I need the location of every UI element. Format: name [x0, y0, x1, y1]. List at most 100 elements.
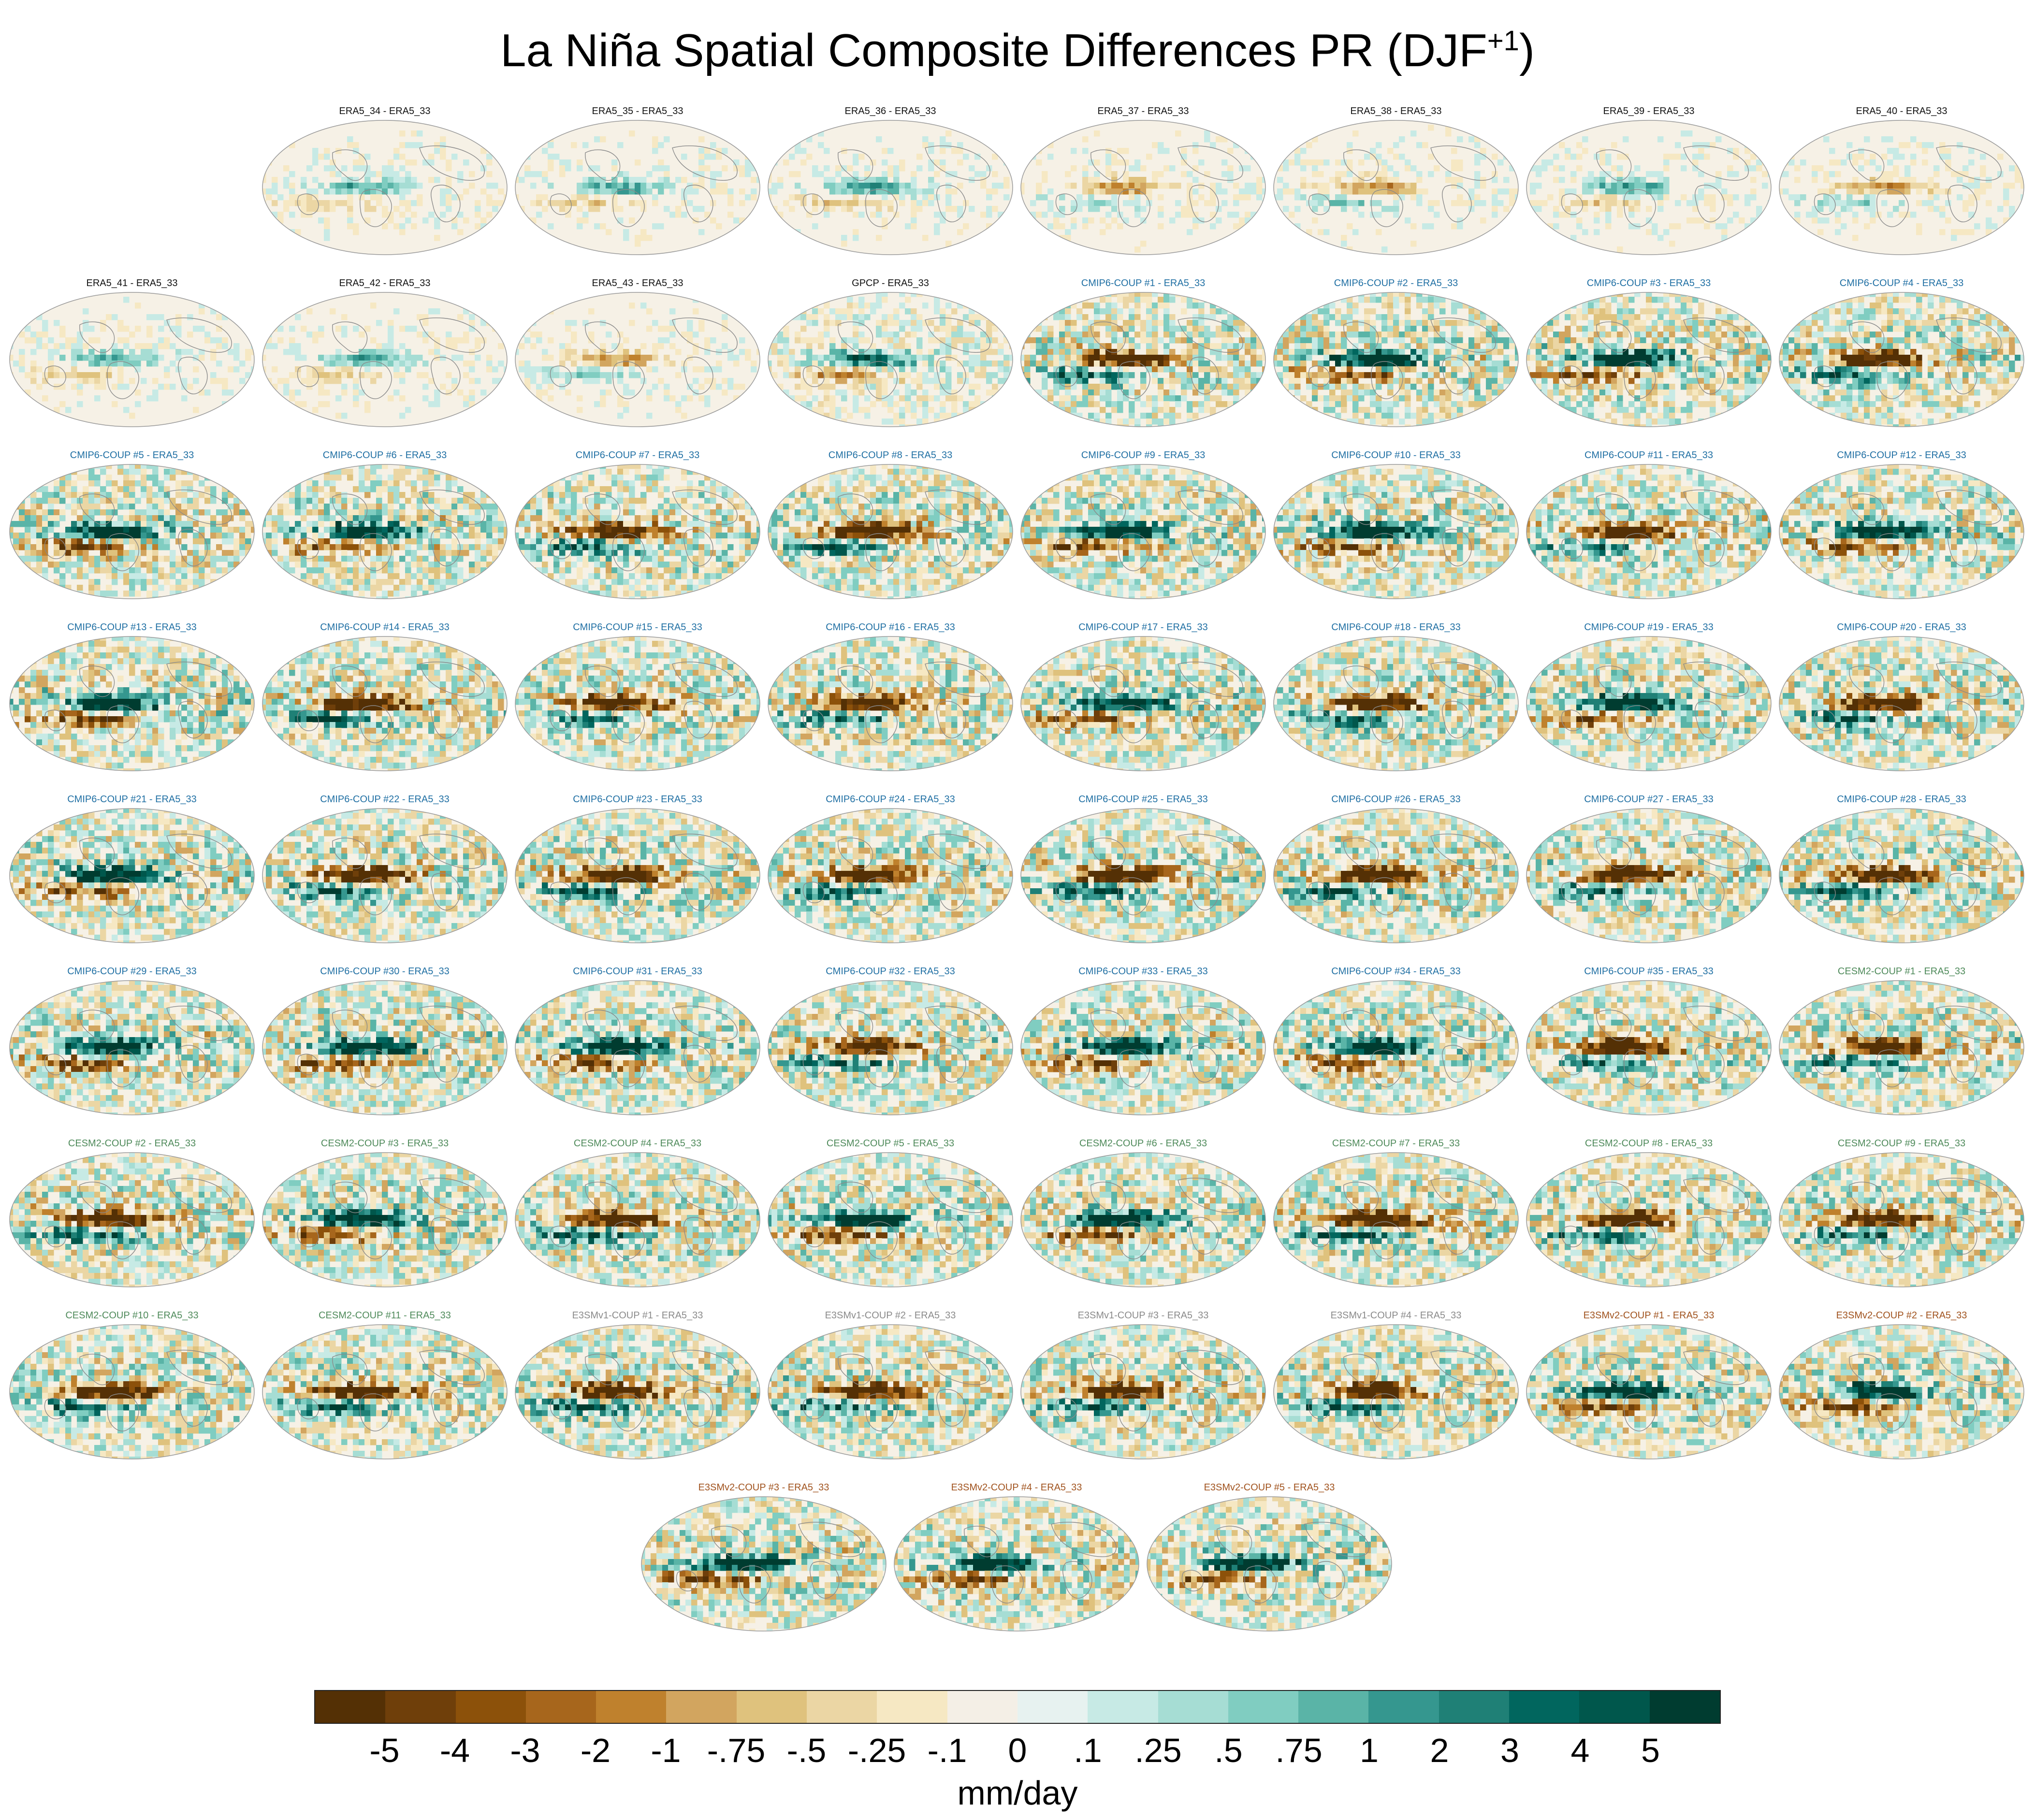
- map-panel: ERA5_38 - ERA5_33: [1271, 104, 1521, 257]
- composite-map: [9, 292, 255, 427]
- map-panel: CMIP6-COUP #9 - ERA5_33: [1018, 448, 1268, 601]
- panel-label: E3SMv2-COUP #3 - ERA5_33: [639, 1481, 888, 1494]
- composite-map: [1273, 1324, 1519, 1459]
- panel-label: CMIP6-COUP #3 - ERA5_33: [1524, 276, 1773, 290]
- composite-map: [1779, 120, 2024, 255]
- composite-map: [262, 120, 508, 255]
- map-panel: CESM2-COUP #5 - ERA5_33: [766, 1137, 1015, 1289]
- panel-label: CESM2-COUP #6 - ERA5_33: [1018, 1137, 1268, 1150]
- colorbar-tick-label: 3: [1471, 1731, 1549, 1770]
- composite-map: [9, 464, 255, 599]
- colorbar-swatch: [315, 1691, 386, 1723]
- composite-map: [1273, 292, 1519, 427]
- composite-map: [262, 980, 508, 1115]
- map-panel: ERA5_40 - ERA5_33: [1777, 104, 2026, 257]
- panel-label: CMIP6-COUP #31 - ERA5_33: [513, 965, 762, 978]
- map-panel: E3SMv2-COUP #1 - ERA5_33: [1524, 1309, 1773, 1461]
- colorbar: [314, 1690, 1721, 1724]
- composite-map: [1020, 292, 1266, 427]
- composite-map: [1526, 1152, 1772, 1287]
- colorbar-tick-label: -.75: [698, 1731, 775, 1770]
- panel-label: CMIP6-COUP #34 - ERA5_33: [1271, 965, 1521, 978]
- map-panel: CMIP6-COUP #24 - ERA5_33: [766, 793, 1015, 945]
- colorbar-swatch: [1649, 1691, 1720, 1723]
- map-panel: CMIP6-COUP #11 - ERA5_33: [1524, 448, 1773, 601]
- panel-label: CMIP6-COUP #11 - ERA5_33: [1524, 448, 1773, 462]
- composite-map: [515, 464, 760, 599]
- colorbar-tick-label: 0: [979, 1731, 1056, 1770]
- composite-map: [262, 636, 508, 771]
- panel-label: CMIP6-COUP #21 - ERA5_33: [7, 793, 257, 806]
- composite-map: [1273, 636, 1519, 771]
- composite-map: [9, 808, 255, 943]
- panel-label: ERA5_37 - ERA5_33: [1018, 104, 1268, 118]
- panel-label: CMIP6-COUP #24 - ERA5_33: [766, 793, 1015, 806]
- panel-label: CESM2-COUP #2 - ERA5_33: [7, 1137, 257, 1150]
- panel-label: CMIP6-COUP #17 - ERA5_33: [1018, 621, 1268, 634]
- colorbar-swatch: [1088, 1691, 1158, 1723]
- panel-label: ERA5_34 - ERA5_33: [260, 104, 509, 118]
- panel-label: CESM2-COUP #9 - ERA5_33: [1777, 1137, 2026, 1150]
- colorbar-swatch: [807, 1691, 877, 1723]
- composite-map: [1779, 808, 2024, 943]
- map-panel: E3SMv1-COUP #3 - ERA5_33: [1018, 1309, 1268, 1461]
- panel-label: CESM2-COUP #4 - ERA5_33: [513, 1137, 762, 1150]
- map-panel: CMIP6-COUP #13 - ERA5_33: [7, 621, 257, 773]
- map-panel: CMIP6-COUP #7 - ERA5_33: [513, 448, 762, 601]
- composite-map: [1779, 1324, 2024, 1459]
- map-panel: ERA5_36 - ERA5_33: [766, 104, 1015, 257]
- colorbar-swatch: [1298, 1691, 1369, 1723]
- composite-map: [768, 464, 1013, 599]
- panel-label: CMIP6-COUP #15 - ERA5_33: [513, 621, 762, 634]
- map-panel: CESM2-COUP #6 - ERA5_33: [1018, 1137, 1268, 1289]
- composite-map: [1526, 292, 1772, 427]
- colorbar-swatch: [1228, 1691, 1299, 1723]
- map-panel: CESM2-COUP #7 - ERA5_33: [1271, 1137, 1521, 1289]
- colorbar-swatch: [877, 1691, 947, 1723]
- map-panel: CMIP6-COUP #28 - ERA5_33: [1777, 793, 2026, 945]
- composite-map: [1526, 636, 1772, 771]
- composite-map: [768, 980, 1013, 1115]
- composite-map: [1020, 1152, 1266, 1287]
- colorbar-swatch: [736, 1691, 807, 1723]
- panel-label: CMIP6-COUP #20 - ERA5_33: [1777, 621, 2026, 634]
- map-panel: CMIP6-COUP #14 - ERA5_33: [260, 621, 509, 773]
- composite-map: [262, 1324, 508, 1459]
- composite-map: [768, 808, 1013, 943]
- panel-label: CMIP6-COUP #10 - ERA5_33: [1271, 448, 1521, 462]
- map-panel: CMIP6-COUP #1 - ERA5_33: [1018, 276, 1268, 429]
- map-panel: CESM2-COUP #4 - ERA5_33: [513, 1137, 762, 1289]
- map-panel: CMIP6-COUP #3 - ERA5_33: [1524, 276, 1773, 429]
- panel-label: ERA5_39 - ERA5_33: [1524, 104, 1773, 118]
- colorbar-swatch: [525, 1691, 596, 1723]
- map-panel: CMIP6-COUP #23 - ERA5_33: [513, 793, 762, 945]
- composite-map: [1273, 1152, 1519, 1287]
- panel-label: CMIP6-COUP #13 - ERA5_33: [7, 621, 257, 634]
- colorbar-swatch: [1017, 1691, 1088, 1723]
- composite-map: [515, 1152, 760, 1287]
- map-panel: CMIP6-COUP #18 - ERA5_33: [1271, 621, 1521, 773]
- map-panel: CMIP6-COUP #4 - ERA5_33: [1777, 276, 2026, 429]
- map-panel: CMIP6-COUP #10 - ERA5_33: [1271, 448, 1521, 601]
- panel-label: GPCP - ERA5_33: [766, 276, 1015, 290]
- map-panel: CMIP6-COUP #35 - ERA5_33: [1524, 965, 1773, 1117]
- map-panel: E3SMv2-COUP #2 - ERA5_33: [1777, 1309, 2026, 1461]
- colorbar-tick-label: -5: [346, 1731, 423, 1770]
- composite-map: [641, 1496, 887, 1632]
- map-panel: E3SMv2-COUP #4 - ERA5_33: [892, 1481, 1141, 1633]
- composite-map: [1526, 120, 1772, 255]
- map-panel: E3SMv2-COUP #5 - ERA5_33: [1145, 1481, 1394, 1633]
- map-panel: CESM2-COUP #11 - ERA5_33: [260, 1309, 509, 1461]
- map-panel: CMIP6-COUP #21 - ERA5_33: [7, 793, 257, 945]
- map-panel: CESM2-COUP #2 - ERA5_33: [7, 1137, 257, 1289]
- composite-map: [894, 1496, 1139, 1632]
- panel-label: ERA5_36 - ERA5_33: [766, 104, 1015, 118]
- composite-map: [1779, 636, 2024, 771]
- panel-label: ERA5_35 - ERA5_33: [513, 104, 762, 118]
- map-panel: CMIP6-COUP #33 - ERA5_33: [1018, 965, 1268, 1117]
- colorbar-tick-label: -4: [416, 1731, 494, 1770]
- map-panel: CMIP6-COUP #29 - ERA5_33: [7, 965, 257, 1117]
- composite-map: [9, 980, 255, 1115]
- panel-label: CMIP6-COUP #12 - ERA5_33: [1777, 448, 2026, 462]
- composite-map: [515, 980, 760, 1115]
